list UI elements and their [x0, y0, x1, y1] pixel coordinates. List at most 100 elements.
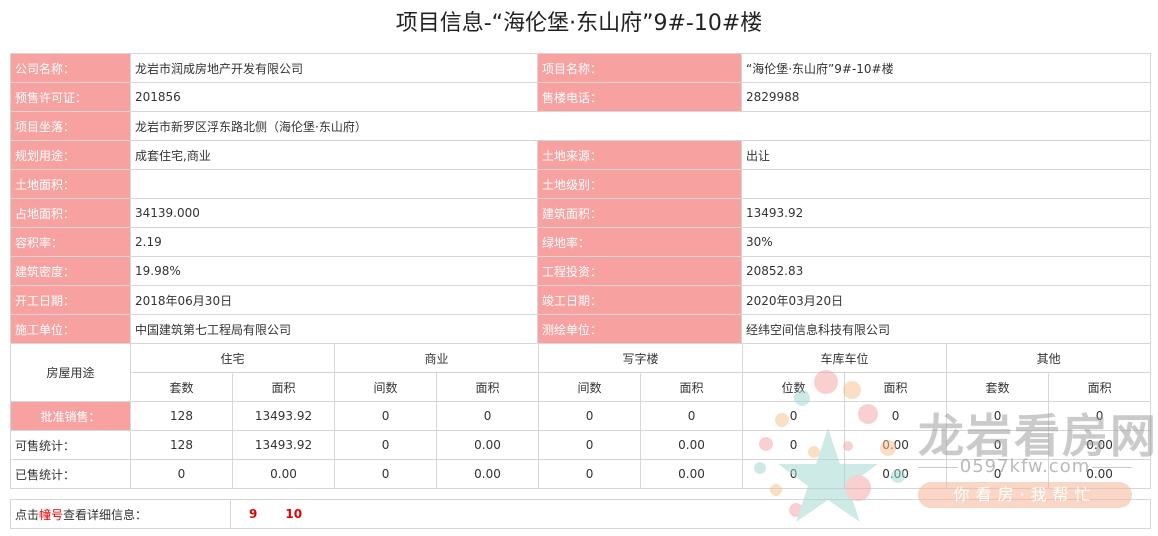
building-links-table: 点击幢号查看详细信息： 9 10	[10, 499, 1151, 529]
table-cell: 13493.92	[231, 430, 336, 460]
table-cell: 0	[334, 459, 438, 489]
land-source-value: 出让	[741, 140, 1151, 170]
table-cell: 0	[130, 459, 233, 489]
start-date-value: 2018年06月30日	[130, 285, 538, 315]
far-label: 容积率：	[10, 227, 131, 257]
table-header-row: 房屋用途 住宅 商业 写字楼 车库车位 其他	[10, 343, 1152, 402]
building-prompt-post: 查看详细信息：	[63, 507, 148, 522]
land-area-label: 土地面积：	[10, 169, 131, 199]
company-value: 龙岩市润成房地产开发有限公司	[130, 53, 538, 83]
land-area-value	[130, 169, 538, 199]
project-name-label: 项目名称：	[537, 53, 742, 83]
table-row: 项目坐落： 龙岩市新罗区浮东路北侧（海伦堡·东山府）	[10, 111, 1151, 141]
permit-label: 预售许可证：	[10, 82, 131, 112]
phone-label: 售楼电话：	[537, 82, 742, 112]
build-area-value: 13493.92	[741, 198, 1151, 228]
group-header: 其他	[946, 343, 1152, 373]
watermark-brand: 龙岩看房网	[918, 409, 1158, 463]
sold-stats-label: 已售统计：	[10, 459, 131, 489]
project-name-value: “海伦堡·东山府”9#-10#楼	[741, 53, 1151, 83]
column-header: 套数	[946, 372, 1050, 402]
column-header: 面积	[231, 372, 336, 402]
table-cell: 0.00	[640, 459, 744, 489]
green-value: 30%	[741, 227, 1151, 257]
start-date-label: 开工日期：	[10, 285, 131, 315]
table-subheader-row: 套数 面积 间数 面积 间数 面积 位数 面积 套数 面积	[11, 372, 1152, 402]
table-cell: 128	[130, 401, 233, 431]
column-header: 间数	[538, 372, 642, 402]
table-row: 容积率： 2.19 绿地率： 30%	[10, 227, 1151, 257]
build-area-label: 建筑面积：	[537, 198, 742, 228]
approved-sales-label: 批准销售：	[10, 401, 131, 431]
table-cell: 0.00	[436, 459, 540, 489]
column-header: 面积	[436, 372, 540, 402]
table-cell: 0	[742, 430, 846, 460]
surveyor-label: 测绘单位：	[537, 314, 742, 344]
land-grade-value	[741, 169, 1151, 199]
table-cell: 0.00	[1048, 430, 1152, 460]
table-cell: 0	[742, 459, 846, 489]
watermark-divider	[1092, 467, 1132, 468]
available-stats-label: 可售统计：	[10, 430, 131, 460]
site-area-label: 占地面积：	[10, 198, 131, 228]
table-row: 开工日期： 2018年06月30日 竣工日期： 2020年03月20日	[10, 285, 1151, 315]
column-header: 面积	[1048, 372, 1152, 402]
watermark-slogan: 你看房·我帮忙	[918, 482, 1132, 508]
group-header: 写字楼	[538, 343, 744, 373]
green-label: 绿地率：	[537, 227, 742, 257]
building-link-10[interactable]: 10	[285, 507, 303, 521]
table-cell: 128	[130, 430, 233, 460]
table-row: 规划用途： 成套住宅,商业 土地来源： 出让	[10, 140, 1151, 170]
permit-value: 201856	[130, 82, 538, 112]
far-value: 2.19	[130, 227, 538, 257]
watermark-divider	[918, 467, 958, 468]
use-label: 规划用途：	[10, 140, 131, 170]
use-value: 成套住宅,商业	[130, 140, 538, 170]
table-row: 预售许可证： 201856 售楼电话： 2829988	[10, 82, 1151, 112]
table-cell: 0	[538, 401, 642, 431]
group-header: 住宅	[129, 343, 336, 373]
density-label: 建筑密度：	[10, 256, 131, 286]
column-header: 位数	[742, 372, 846, 402]
building-link-9[interactable]: 9	[249, 507, 258, 521]
project-info-table: 公司名称： 龙岩市润成房地产开发有限公司 项目名称： “海伦堡·东山府”9#-1…	[10, 53, 1151, 344]
investment-value: 20852.83	[741, 256, 1151, 286]
location-value: 龙岩市新罗区浮东路北侧（海伦堡·东山府）	[130, 111, 1151, 141]
table-cell: 0	[334, 430, 438, 460]
table-row: 施工单位： 中国建筑第七工程局有限公司 测绘单位： 经纬空间信息科技有限公司	[10, 314, 1151, 344]
contractor-label: 施工单位：	[10, 314, 131, 344]
table-row: 土地面积： 土地级别：	[10, 169, 1151, 199]
density-value: 19.98%	[130, 256, 538, 286]
housing-use-corner: 房屋用途	[10, 343, 131, 402]
group-header: 车库车位	[742, 343, 948, 373]
finish-date-value: 2020年03月20日	[741, 285, 1151, 315]
land-source-label: 土地来源：	[537, 140, 742, 170]
phone-value: 2829988	[741, 82, 1151, 112]
surveyor-value: 经纬空间信息科技有限公司	[741, 314, 1151, 344]
location-label: 项目坐落：	[10, 111, 131, 141]
table-row: 占地面积： 34139.000 建筑面积： 13493.92	[10, 198, 1151, 228]
table-cell: 0	[640, 401, 744, 431]
investment-label: 工程投资：	[537, 256, 742, 286]
table-row: 建筑密度： 19.98% 工程投资： 20852.83	[10, 256, 1151, 286]
table-cell: 0.00	[640, 430, 744, 460]
table-cell: 0.00	[436, 430, 540, 460]
site-area-value: 34139.000	[130, 198, 538, 228]
table-cell: 0	[538, 430, 642, 460]
table-cell: 13493.92	[231, 401, 336, 431]
contractor-value: 中国建筑第七工程局有限公司	[130, 314, 538, 344]
table-row: 公司名称： 龙岩市润成房地产开发有限公司 项目名称： “海伦堡·东山府”9#-1…	[10, 53, 1151, 83]
table-cell: 0.00	[231, 459, 336, 489]
column-header: 间数	[334, 372, 438, 402]
table-cell: 0	[742, 401, 846, 431]
watermark-domain: 0597kfw.com	[959, 456, 1091, 477]
table-cell: 0	[436, 401, 540, 431]
land-grade-label: 土地级别：	[537, 169, 742, 199]
page-title: 项目信息-“海伦堡·东山府”9#-10#楼	[395, 11, 763, 36]
column-header: 套数	[130, 372, 233, 402]
table-cell: 0	[1048, 401, 1152, 431]
building-prompt-pre: 点击	[15, 507, 40, 522]
column-header: 面积	[844, 372, 948, 402]
building-prompt-highlight: 幢号	[39, 507, 64, 522]
table-cell: 0	[538, 459, 642, 489]
